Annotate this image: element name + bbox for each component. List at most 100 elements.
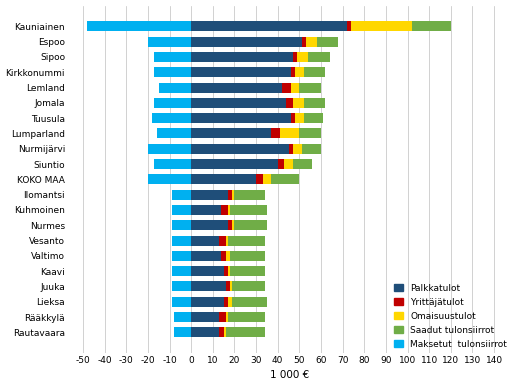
Bar xyxy=(295,113,303,123)
Bar xyxy=(232,297,267,307)
Bar xyxy=(221,251,226,261)
Bar xyxy=(224,327,226,337)
Bar xyxy=(191,37,301,47)
Bar xyxy=(347,21,352,31)
Bar xyxy=(191,235,219,245)
Bar xyxy=(293,159,312,169)
Bar xyxy=(191,281,226,291)
Bar xyxy=(191,327,219,337)
Bar xyxy=(224,266,228,276)
Bar xyxy=(291,83,299,93)
Bar xyxy=(191,98,286,108)
Bar xyxy=(306,37,317,47)
Bar xyxy=(263,174,271,184)
Bar xyxy=(288,144,293,154)
Bar xyxy=(155,159,191,169)
Bar xyxy=(271,129,280,139)
Bar xyxy=(228,297,232,307)
Bar xyxy=(172,281,191,291)
Bar xyxy=(284,159,293,169)
Bar xyxy=(278,159,284,169)
Bar xyxy=(191,266,224,276)
Bar xyxy=(286,98,293,108)
Bar xyxy=(256,174,263,184)
Bar xyxy=(230,205,267,215)
Bar xyxy=(228,220,232,230)
Bar xyxy=(230,251,265,261)
Bar xyxy=(155,98,191,108)
Bar xyxy=(172,220,191,230)
Bar xyxy=(303,67,325,77)
Bar xyxy=(228,235,265,245)
Bar xyxy=(230,266,265,276)
Bar xyxy=(219,235,226,245)
Bar xyxy=(191,129,271,139)
Bar xyxy=(317,37,338,47)
Bar xyxy=(230,281,232,291)
Bar xyxy=(191,21,347,31)
Bar xyxy=(148,174,191,184)
Bar xyxy=(232,281,265,291)
Bar xyxy=(412,21,451,31)
Bar xyxy=(159,83,191,93)
Bar xyxy=(191,312,219,322)
Bar xyxy=(232,220,234,230)
Bar xyxy=(191,297,224,307)
Bar xyxy=(226,281,230,291)
Bar xyxy=(280,129,299,139)
Bar xyxy=(299,129,321,139)
Bar xyxy=(352,21,412,31)
Bar xyxy=(172,205,191,215)
Bar xyxy=(191,52,293,62)
Bar xyxy=(191,205,221,215)
Bar xyxy=(303,98,325,108)
Bar xyxy=(174,312,191,322)
Bar xyxy=(191,251,221,261)
Bar xyxy=(308,52,330,62)
Bar xyxy=(191,174,256,184)
Bar xyxy=(228,312,265,322)
Bar xyxy=(299,83,321,93)
Bar xyxy=(228,205,230,215)
Bar xyxy=(172,266,191,276)
Bar xyxy=(221,205,228,215)
Bar xyxy=(191,159,278,169)
Legend: Palkkatulot, Yrittäjätulot, Omaisuustulot, Saadut tulonsiirrot, Maksetut  tulons: Palkkatulot, Yrittäjätulot, Omaisuustulo… xyxy=(394,284,507,349)
Bar xyxy=(174,327,191,337)
Bar xyxy=(191,190,228,200)
Bar xyxy=(271,174,299,184)
Bar xyxy=(191,113,291,123)
Bar xyxy=(172,190,191,200)
Bar xyxy=(155,52,191,62)
X-axis label: 1 000 €: 1 000 € xyxy=(270,371,309,381)
Bar xyxy=(228,266,230,276)
Bar xyxy=(148,144,191,154)
Bar xyxy=(228,190,232,200)
Bar xyxy=(297,52,308,62)
Bar xyxy=(191,144,288,154)
Bar xyxy=(295,67,303,77)
Bar xyxy=(303,113,323,123)
Bar xyxy=(282,83,291,93)
Bar xyxy=(291,113,295,123)
Bar xyxy=(172,297,191,307)
Bar xyxy=(191,220,228,230)
Bar xyxy=(291,67,295,77)
Bar xyxy=(148,37,191,47)
Bar xyxy=(226,327,265,337)
Bar xyxy=(172,251,191,261)
Bar xyxy=(234,190,265,200)
Bar xyxy=(191,83,282,93)
Bar xyxy=(293,98,303,108)
Bar xyxy=(219,312,226,322)
Bar xyxy=(232,190,234,200)
Bar xyxy=(226,235,228,245)
Bar xyxy=(191,67,291,77)
Bar xyxy=(155,67,191,77)
Bar xyxy=(234,220,267,230)
Bar xyxy=(152,113,191,123)
Bar xyxy=(219,327,224,337)
Bar xyxy=(293,52,297,62)
Bar xyxy=(157,129,191,139)
Bar xyxy=(301,37,306,47)
